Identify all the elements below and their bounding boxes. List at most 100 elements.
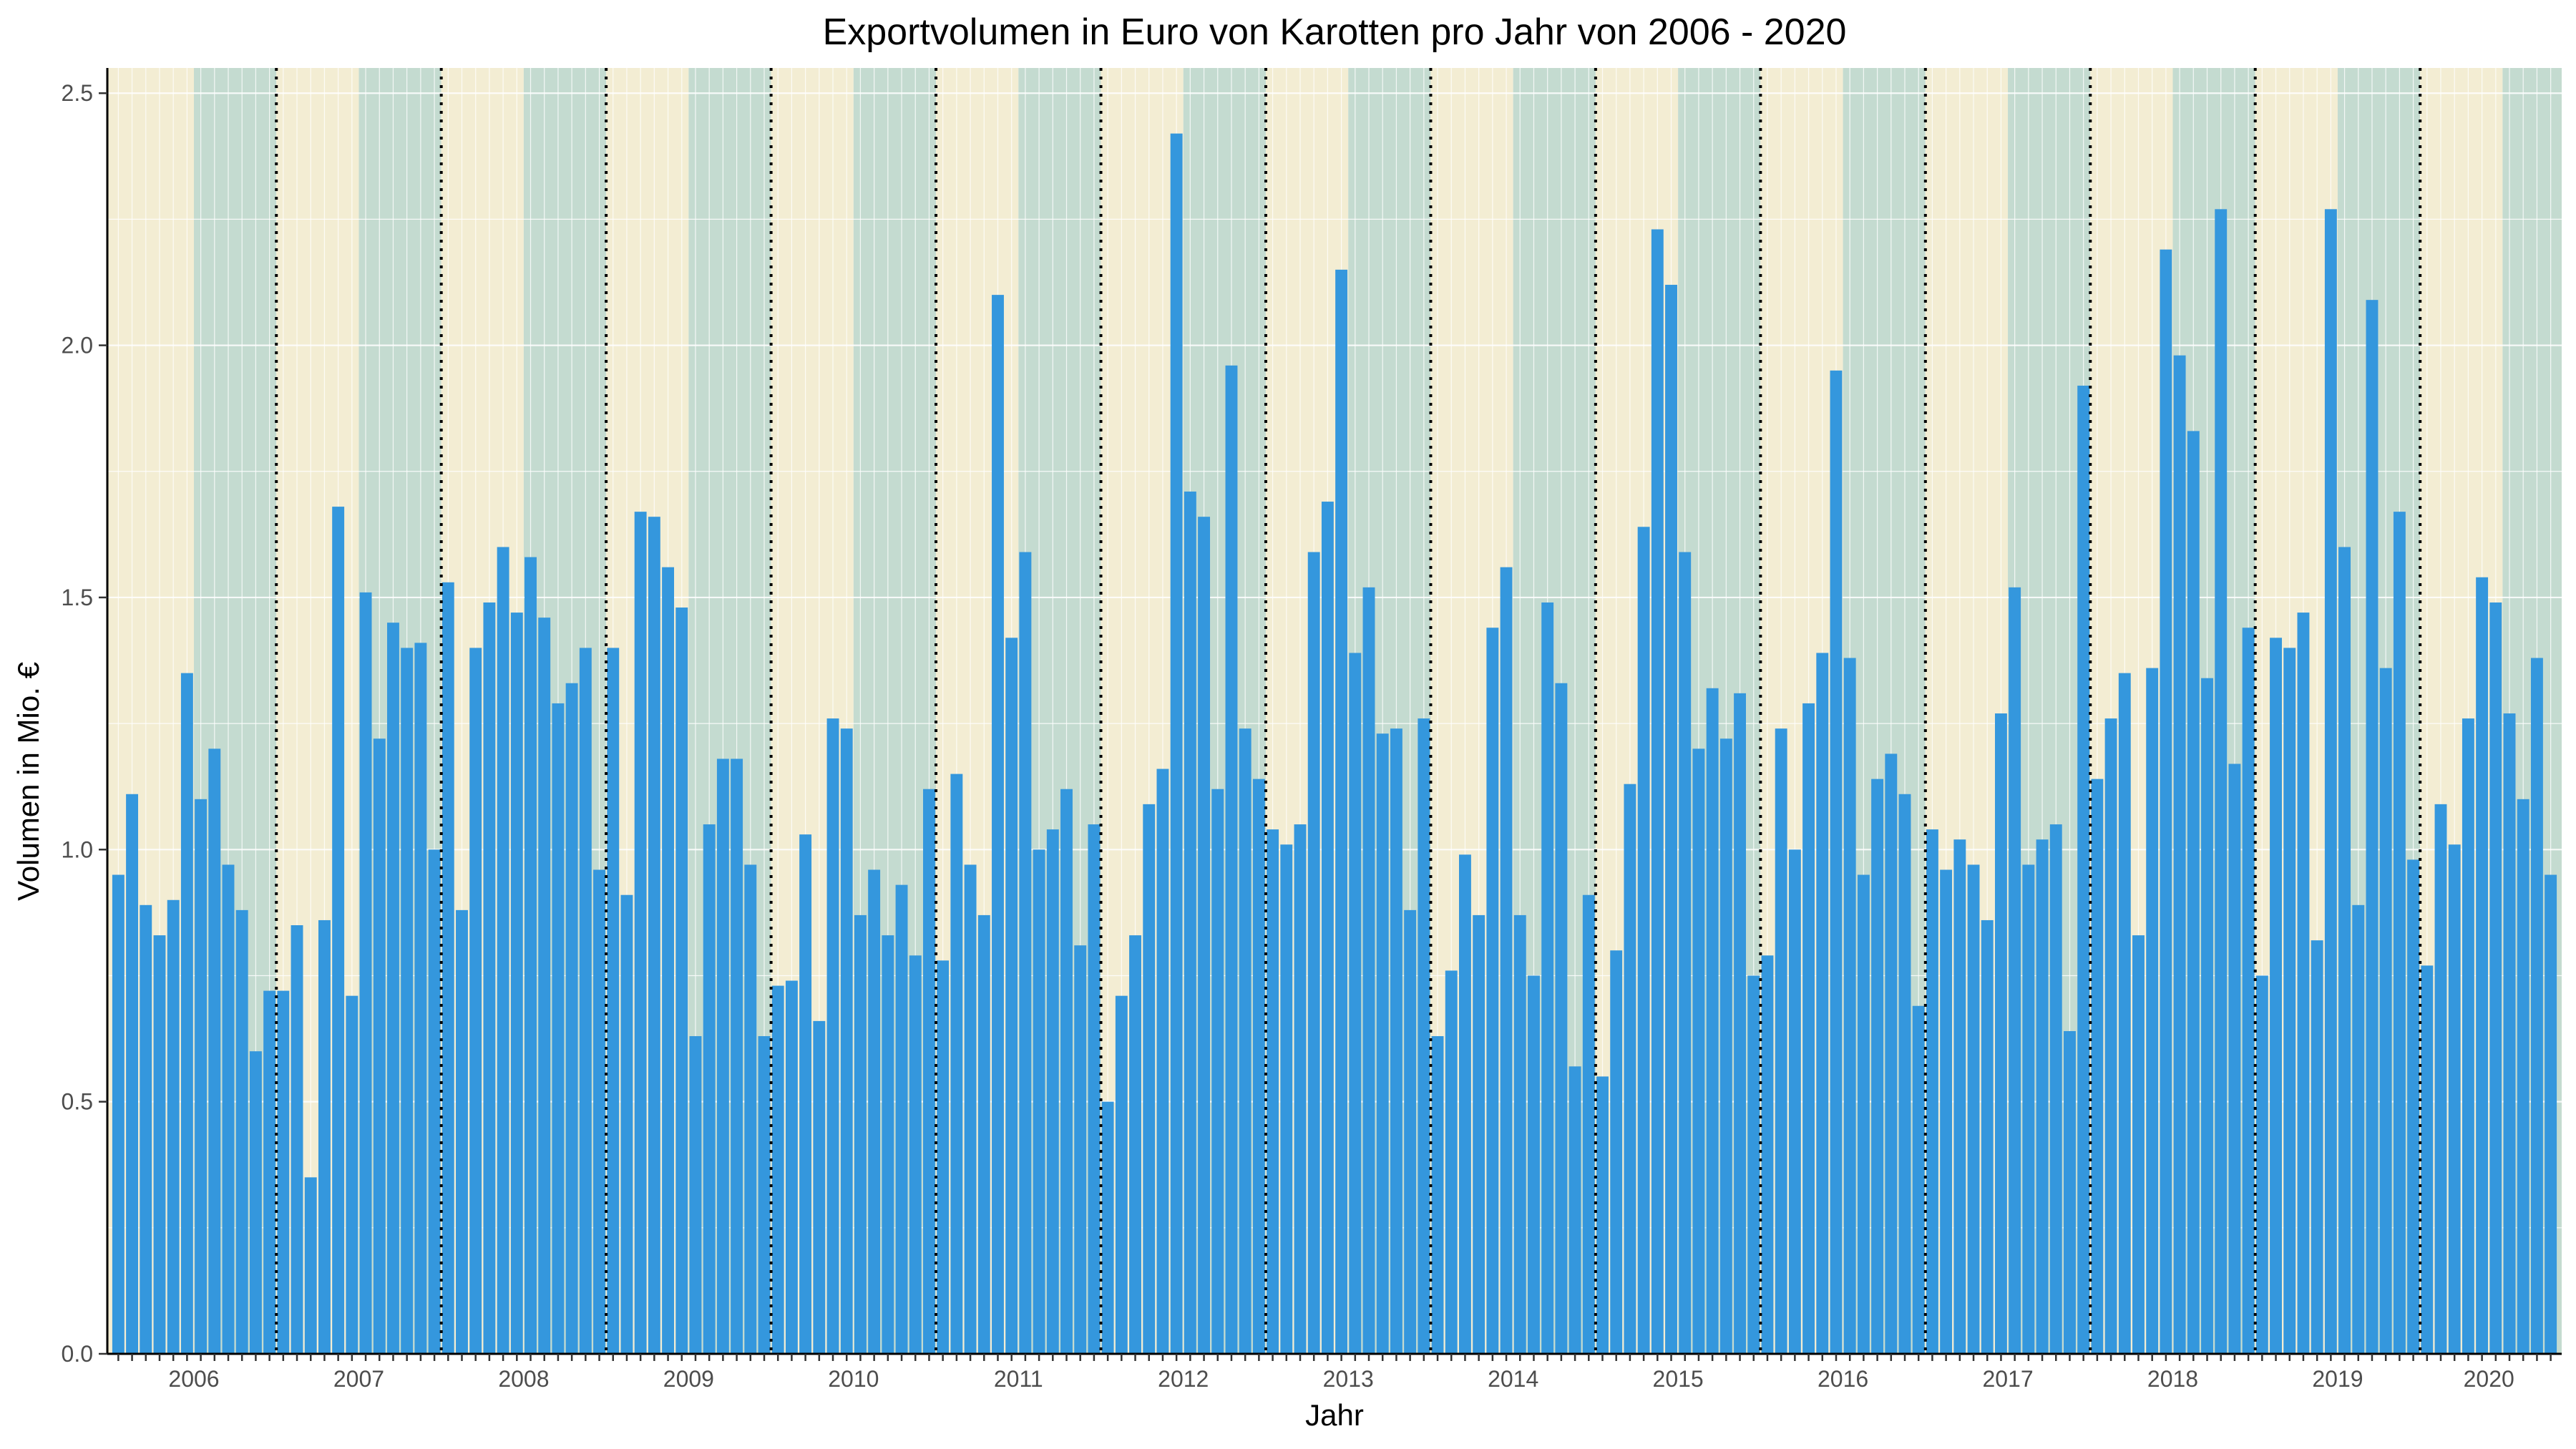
bar: [2146, 668, 2159, 1354]
band-second-half: [1678, 68, 1761, 1354]
bar: [1734, 693, 1746, 1354]
bar: [1486, 628, 1499, 1354]
bar: [2434, 804, 2447, 1354]
x-ticks: 2006 2007 2008 2009 2010 2011 2012 2013 2014 2015…: [117, 1354, 2552, 1392]
bar: [401, 648, 414, 1354]
bar: [950, 774, 963, 1354]
bar: [2448, 844, 2461, 1354]
bar: [1321, 502, 1334, 1354]
bar: [826, 718, 839, 1354]
band-second-half: [1843, 68, 1926, 1354]
bar: [1390, 728, 1402, 1354]
bar: [456, 909, 468, 1354]
bar: [703, 824, 716, 1354]
bar: [675, 608, 688, 1354]
bar: [744, 864, 757, 1354]
bar: [2352, 904, 2365, 1354]
bar: [1280, 844, 1293, 1354]
bar: [1101, 1101, 1114, 1354]
bar: [1198, 517, 1211, 1354]
bar: [1418, 718, 1430, 1354]
x-tick-label: 2007: [333, 1366, 384, 1392]
x-tick-label: 2015: [1653, 1366, 1704, 1392]
band-first-half: [1430, 68, 1513, 1354]
bar: [1994, 713, 2007, 1354]
x-tick-label: 2011: [994, 1366, 1043, 1392]
bar: [1252, 779, 1265, 1354]
band-first-half: [1265, 68, 1349, 1354]
bar: [1802, 703, 1815, 1354]
bar: [167, 899, 180, 1354]
bar: [1912, 1005, 1925, 1354]
bar: [387, 623, 399, 1354]
y-tick-label: 2.0: [62, 333, 93, 358]
x-tick-label: 2009: [663, 1366, 714, 1392]
bar: [2104, 718, 2117, 1354]
bar: [1211, 789, 1224, 1354]
bar: [1458, 854, 1471, 1354]
band-second-half: [1513, 68, 1596, 1354]
x-tick-label: 2018: [2147, 1366, 2198, 1392]
bar: [1445, 970, 1458, 1354]
bar: [758, 1036, 771, 1354]
bar: [1706, 688, 1719, 1354]
x-tick-label: 2019: [2312, 1366, 2363, 1392]
x-tick-label: 2016: [1818, 1366, 1868, 1392]
bar: [1885, 753, 1898, 1354]
bar: [964, 864, 977, 1354]
bar: [1143, 804, 1156, 1354]
bar: [2311, 940, 2323, 1354]
bar: [854, 914, 867, 1354]
background-bands: [107, 68, 2562, 1354]
bar: [1816, 653, 1829, 1354]
bar: [1857, 874, 1870, 1354]
bar: [1473, 914, 1485, 1354]
band-first-half: [1760, 68, 1843, 1354]
bar: [510, 613, 523, 1355]
bar: [153, 935, 166, 1354]
bar: [716, 758, 729, 1354]
bar: [579, 648, 592, 1354]
bar: [1610, 950, 1623, 1354]
bar: [1926, 829, 1938, 1354]
bar: [2421, 965, 2434, 1354]
bar: [909, 955, 922, 1354]
x-tick-label: 2014: [1488, 1366, 1538, 1392]
bar: [1775, 728, 1787, 1354]
bar: [195, 799, 208, 1354]
bar: [2187, 431, 2200, 1355]
bar: [2283, 648, 2296, 1354]
bar: [1719, 738, 1732, 1354]
bar: [2064, 1030, 2076, 1354]
bar: [2173, 355, 2186, 1354]
bar: [771, 985, 784, 1354]
bar: [469, 648, 482, 1354]
bar: [2489, 602, 2502, 1354]
bar: [1225, 365, 1238, 1354]
bar: [1362, 587, 1375, 1354]
band-second-half: [688, 68, 771, 1354]
band-first-half: [606, 68, 689, 1354]
bar: [565, 683, 578, 1354]
bar: [977, 914, 990, 1354]
bar: [359, 592, 372, 1355]
bar: [1761, 955, 1774, 1354]
bar: [1307, 552, 1320, 1355]
bar: [249, 1051, 262, 1354]
bar: [1940, 869, 1953, 1354]
bar: [441, 582, 454, 1354]
band-second-half: [853, 68, 937, 1354]
bar: [1170, 133, 1183, 1354]
bar: [1843, 658, 1856, 1354]
bar: [1692, 748, 1705, 1354]
bar: [277, 990, 290, 1354]
bar: [483, 602, 496, 1354]
bar: [180, 673, 193, 1354]
y-ticks: 0.0 0.5 1.0 1.5 2.0 2.5: [62, 80, 107, 1367]
bar: [607, 648, 620, 1354]
bar: [2338, 547, 2351, 1354]
bar: [2228, 763, 2241, 1354]
x-tick-label: 2020: [2464, 1366, 2514, 1392]
